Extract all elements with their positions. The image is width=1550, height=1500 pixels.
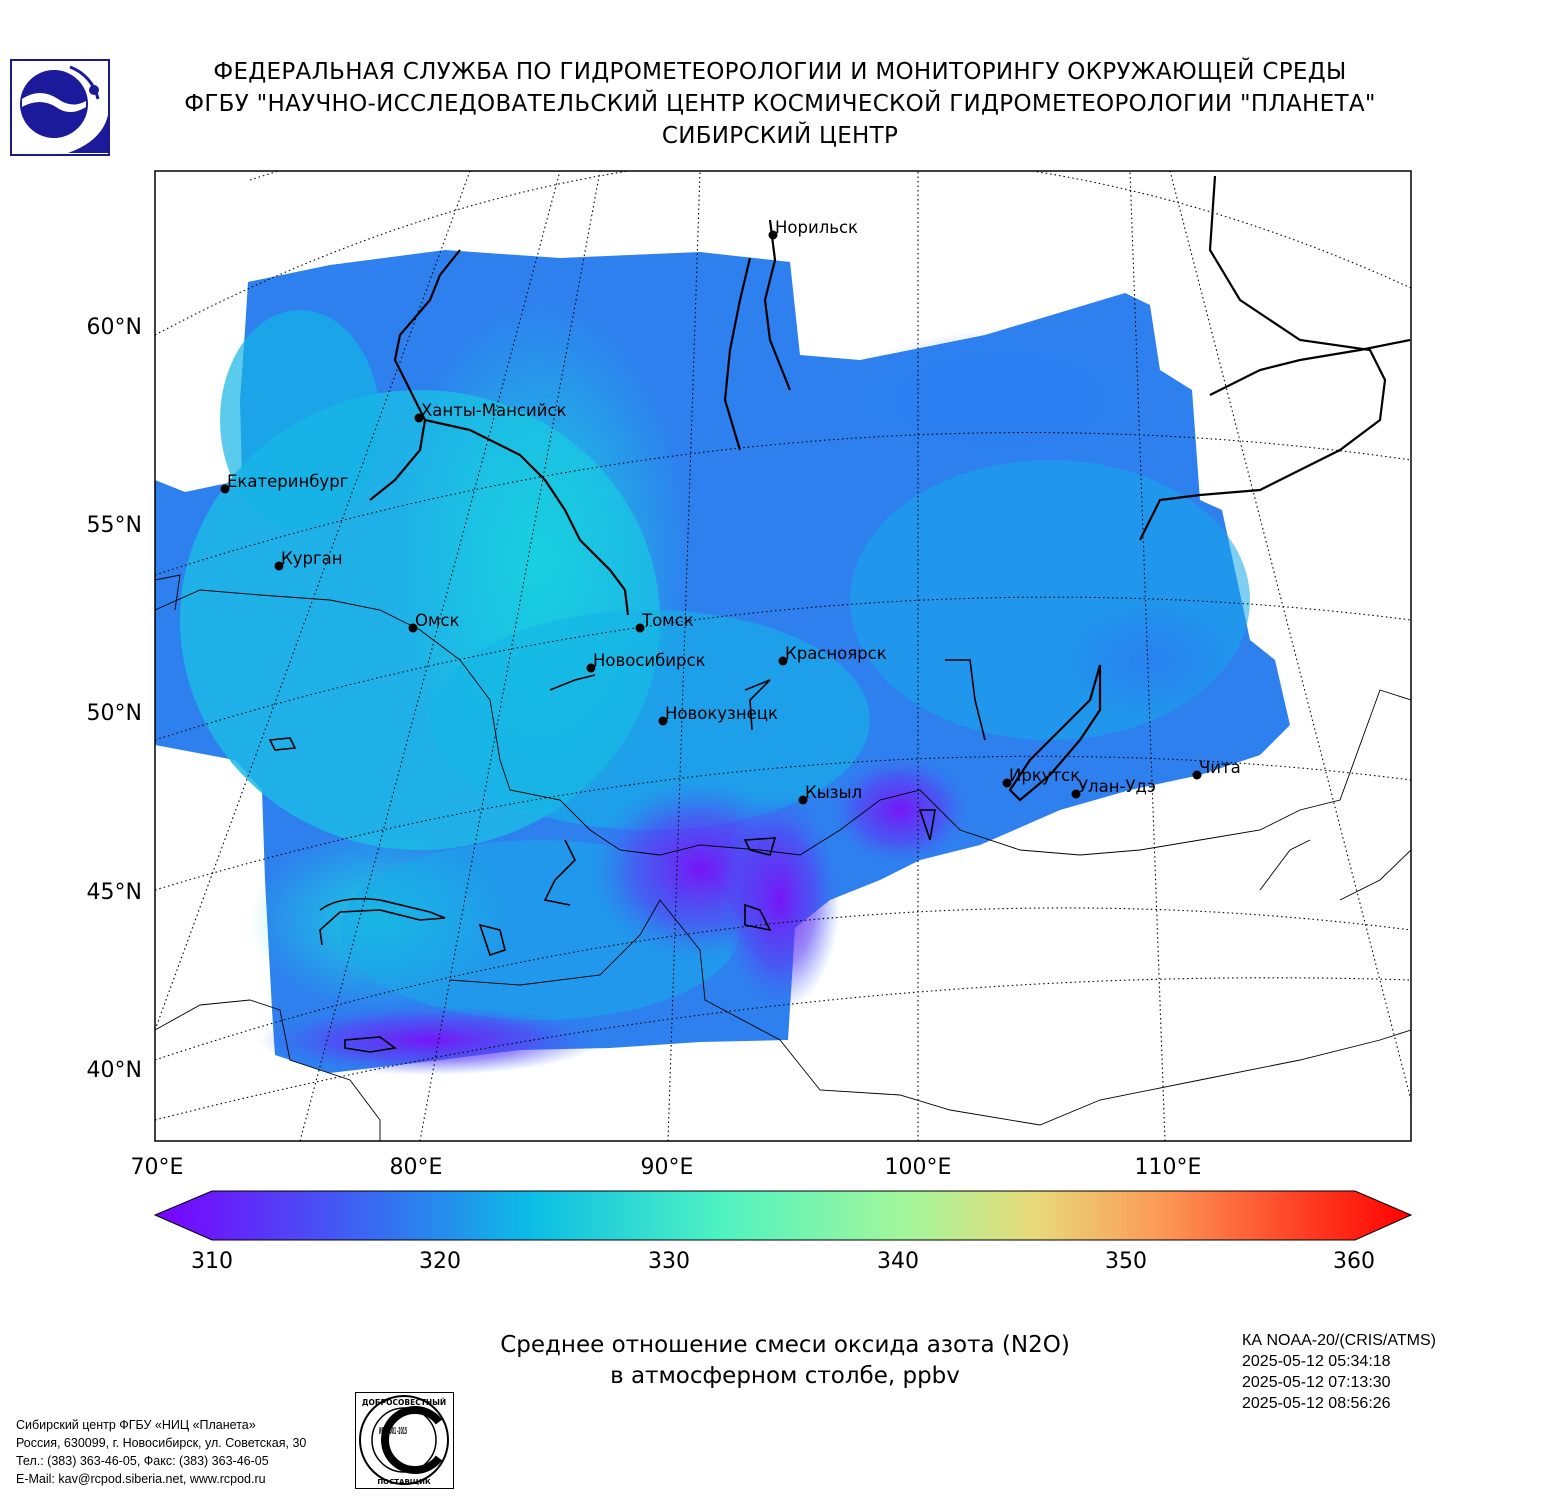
lon-label-90: 90°E [641, 1155, 694, 1180]
city-marker [635, 623, 645, 633]
city-label: Кызыл [805, 783, 862, 802]
header: ФЕДЕРАЛЬНАЯ СЛУЖБА ПО ГИДРОМЕТЕОРОЛОГИИ … [120, 56, 1440, 152]
iso-bottom-text: ПОСТАВЩИК [377, 1478, 431, 1486]
city-marker [768, 230, 778, 240]
iso-9001-logo: ДОБРОСОВЕСТНЫЙ ИСО 9001 -2015 ПОСТАВЩИК [355, 1392, 454, 1489]
city-label: Норильск [775, 218, 858, 237]
graticule [155, 171, 1411, 1141]
contacts-phone: Тел.: (383) 363-46-05, Факс: (383) 363-4… [16, 1454, 269, 1468]
map-frame [154, 170, 1412, 1142]
header-line-1: ФЕДЕРАЛЬНАЯ СЛУЖБА ПО ГИДРОМЕТЕОРОЛОГИИ … [213, 59, 1347, 85]
city-markers: Норильск Ханты-Мансийск Екатеринбург Курган… [220, 218, 1241, 805]
product-title: Среднее отношение смеси оксида азота (N2… [380, 1330, 1190, 1392]
pass-time-3: 2025-05-12 08:56:26 [1242, 1395, 1391, 1412]
city-marker [658, 716, 668, 726]
latitude-labels: 60°N 55°N 50°N 45°N 40°N [87, 315, 142, 1083]
city-label: Улан-Удэ [1078, 777, 1156, 796]
lat-label-50: 50°N [87, 701, 142, 726]
planeta-logo [10, 59, 110, 156]
contacts-address: Россия, 630099, г. Новосибирск, ул. Сове… [16, 1436, 307, 1450]
pass-time-1: 2025-05-12 05:34:18 [1242, 1353, 1391, 1370]
city-label: Курган [281, 549, 343, 568]
lon-label-70: 70°E [131, 1155, 184, 1180]
city-label: Красноярск [785, 644, 887, 663]
iso-center-text: ИСО 9001 -2015 [379, 1426, 407, 1437]
city-marker [1071, 789, 1081, 799]
pass-time-2: 2025-05-12 07:13:30 [1242, 1374, 1391, 1391]
lat-label-40: 40°N [87, 1058, 142, 1083]
city-marker [220, 484, 230, 494]
city-label: Новокузнецк [665, 704, 778, 723]
product-title-line-1: Среднее отношение смеси оксида азота (N2… [500, 1332, 1070, 1358]
city-label: Новосибирск [593, 651, 706, 670]
lon-label-110: 110°E [1135, 1155, 1202, 1180]
city-marker [586, 663, 596, 673]
colorbar-tick-310: 310 [191, 1249, 233, 1274]
satellite-info: КА NOAA-20/(CRIS/ATMS) 2025-05-12 05:34:… [1242, 1330, 1436, 1414]
city-label: Екатеринбург [227, 472, 348, 491]
header-line-3: СИБИРСКИЙ ЦЕНТР [661, 123, 899, 149]
city-marker [798, 795, 808, 805]
colorbar: 310 320 330 340 350 360 [153, 1190, 1413, 1274]
city-marker [1002, 778, 1012, 788]
lon-label-80: 80°E [390, 1155, 443, 1180]
longitude-labels: 70°E 80°E 90°E 100°E 110°E [131, 1155, 1202, 1180]
header-line-2: ФГБУ "НАУЧНО-ИССЛЕДОВАТЕЛЬСКИЙ ЦЕНТР КОС… [184, 91, 1376, 117]
colorbar-tick-320: 320 [419, 1249, 461, 1274]
map-area [155, 171, 1411, 1141]
city-label: Чита [1199, 758, 1241, 777]
city-marker [778, 656, 788, 666]
city-label: Омск [415, 611, 460, 630]
iso-top-text: ДОБРОСОВЕСТНЫЙ [362, 1398, 446, 1407]
city-marker [414, 413, 424, 423]
city-label: Томск [641, 611, 694, 630]
city-label: Ханты-Мансийск [421, 401, 567, 420]
rivers-coast [369, 175, 1411, 802]
contacts-org: Сибирский центр ФГБУ «НИЦ «Планета» [16, 1418, 256, 1432]
city-label: Иркутск [1009, 766, 1080, 785]
colorbar-tick-330: 330 [648, 1249, 690, 1274]
contacts: Сибирский центр ФГБУ «НИЦ «Планета» Росс… [16, 1416, 306, 1488]
lakes [268, 659, 986, 1053]
lat-label-55: 55°N [87, 513, 142, 538]
city-marker [408, 623, 418, 633]
colorbar-tick-350: 350 [1105, 1249, 1147, 1274]
colorbar-tick-340: 340 [877, 1249, 919, 1274]
product-title-line-2: в атмосферном столбе, ppbv [610, 1363, 960, 1389]
lat-label-60: 60°N [87, 315, 142, 340]
colorbar-tick-360: 360 [1333, 1249, 1375, 1274]
colorbar-bar [153, 1190, 1413, 1241]
lon-label-100: 100°E [885, 1155, 952, 1180]
city-marker [274, 561, 284, 571]
contacts-email: E-Mail: kav@rcpod.siberia.net, www.rcpod… [16, 1472, 266, 1486]
lat-label-45: 45°N [87, 880, 142, 905]
city-marker [1192, 770, 1202, 780]
satellite-name: КА NOAA-20/(CRIS/ATMS) [1242, 1332, 1436, 1349]
